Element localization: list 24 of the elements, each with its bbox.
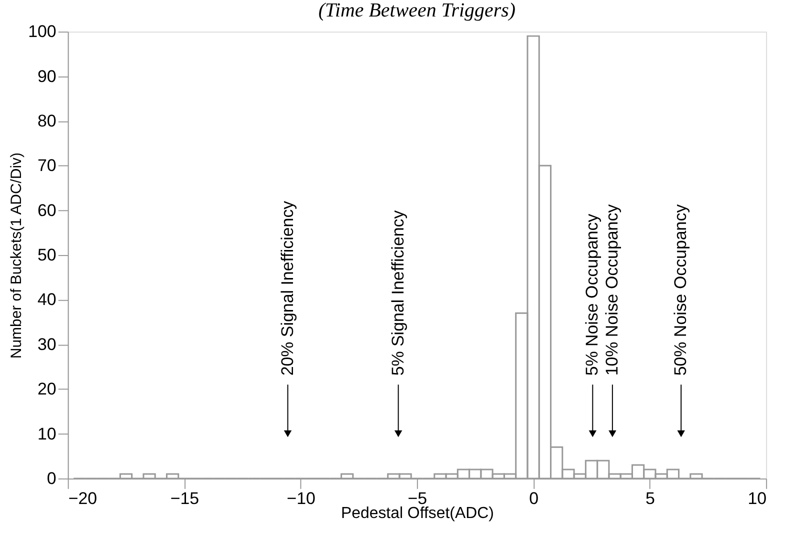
y-tick-label: 30 — [38, 334, 56, 354]
x-tick-label: 10 — [748, 488, 767, 508]
y-tick-label: 0 — [46, 468, 56, 488]
x-tick-label: 5 — [645, 488, 655, 508]
y-tick-label: 100 — [28, 22, 56, 42]
annotation: 50% Noise Occupancy — [671, 204, 690, 376]
x-tick-label: 0 — [529, 488, 539, 508]
y-axis-title: Number of Buckets(1 ADC/Div) — [8, 152, 26, 359]
y-tick-label: 60 — [38, 200, 56, 220]
annotation: 20% Signal Inefficiency — [278, 200, 297, 376]
chart-title: (Time Between Triggers) — [318, 0, 516, 22]
annotation: 10% Noise Occupancy — [602, 204, 622, 376]
y-tick-label: 50 — [38, 246, 56, 265]
annotation: 5% Noise Occupancy — [582, 213, 602, 376]
x-tick-label: −10 — [286, 488, 316, 508]
x-tick-label: −15 — [170, 488, 200, 508]
y-tick-label: 20 — [38, 380, 56, 399]
y-tick-label: 70 — [38, 156, 56, 176]
y-tick-label: 90 — [38, 66, 56, 86]
annotation: 5% Signal Inefficiency — [388, 210, 408, 376]
y-tick-label: 80 — [38, 111, 56, 130]
y-tick-label: 10 — [38, 424, 56, 444]
x-tick-label: −20 — [68, 488, 98, 508]
y-tick-label: 40 — [38, 290, 56, 310]
